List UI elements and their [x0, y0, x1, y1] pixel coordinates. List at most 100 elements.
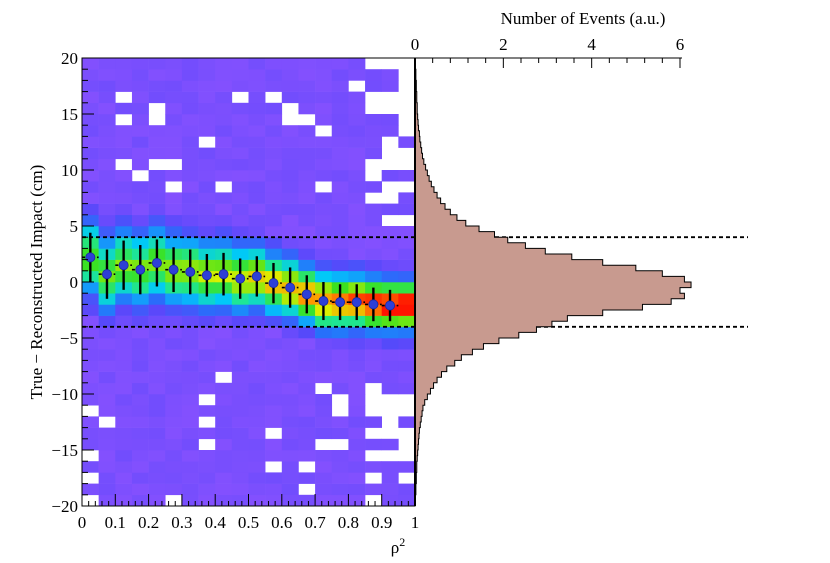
heatmap-cell — [398, 282, 415, 294]
heatmap-cell — [248, 226, 266, 238]
heatmap-cell — [265, 147, 283, 160]
heatmap-cell — [198, 494, 216, 506]
heatmap-cell — [82, 360, 99, 372]
heatmap-cell — [331, 326, 349, 339]
heatmap-cell — [198, 371, 216, 384]
heatmap-cell — [281, 315, 299, 328]
y-tick-label: −15 — [51, 441, 78, 460]
heatmap-cell — [298, 125, 316, 137]
heatmap-cell — [115, 349, 133, 361]
heatmap-cell — [231, 461, 249, 473]
heatmap-cell — [98, 405, 116, 417]
heatmap-cell — [98, 438, 116, 451]
heatmap-cell — [365, 315, 382, 328]
heatmap-cell — [315, 237, 333, 249]
heatmap-cell — [215, 125, 233, 137]
heatmap-cell — [215, 494, 233, 506]
heatmap-cell — [315, 360, 333, 372]
heatmap-cell — [181, 394, 199, 406]
heatmap-cell — [131, 427, 149, 440]
projection-tick-label: 6 — [676, 35, 685, 54]
heatmap-cell — [231, 80, 249, 92]
heatmap-cell — [281, 125, 299, 137]
heatmap-cell — [315, 494, 333, 506]
heatmap-cell — [148, 461, 166, 473]
heatmap-cell — [348, 237, 366, 249]
heatmap-cell — [348, 192, 366, 204]
heatmap-cell — [331, 158, 349, 171]
heatmap-cell — [215, 214, 233, 227]
heatmap-cell — [231, 494, 249, 506]
heatmap-cell — [131, 158, 149, 171]
heatmap-cell — [148, 58, 166, 70]
heatmap-cell — [131, 102, 149, 115]
heatmap-cell — [215, 427, 233, 440]
heatmap-cell — [315, 472, 333, 484]
heatmap-cell — [231, 427, 249, 440]
heatmap-cell — [82, 438, 99, 451]
heatmap-cell — [298, 326, 316, 339]
heatmap-cell — [381, 282, 399, 294]
heatmap-cell — [181, 102, 199, 115]
heatmap-cell — [131, 69, 149, 81]
heatmap-cell — [298, 349, 316, 361]
heatmap-cell — [198, 192, 216, 204]
heatmap-cell — [181, 405, 199, 417]
heatmap-cell — [348, 214, 366, 227]
heatmap-cell — [348, 438, 366, 451]
heatmap-cell — [131, 304, 149, 316]
heatmap-cell — [231, 394, 249, 406]
heatmap-cell — [298, 405, 316, 417]
x-axis-title: ρ2 — [391, 535, 405, 557]
heatmap-cell — [148, 326, 166, 339]
x-axis: 0 0.1 0.2 0.3 0.4 0.5 0.6 0.7 0.8 0.9 1 — [78, 494, 419, 532]
heatmap-cell — [98, 382, 116, 395]
heatmap-cell — [248, 91, 266, 104]
heatmap-cell — [315, 405, 333, 417]
heatmap-cell — [365, 438, 382, 451]
heatmap-cell — [231, 382, 249, 395]
profile-point — [235, 273, 246, 284]
heatmap-cell — [298, 259, 316, 272]
heatmap-cell — [231, 192, 249, 204]
heatmap-cell — [98, 147, 116, 160]
heatmap-cell — [381, 315, 399, 328]
heatmap-cell — [165, 326, 183, 339]
heatmap-cell — [82, 136, 99, 148]
heatmap-cell — [98, 102, 116, 115]
heatmap-cell — [82, 192, 99, 204]
heatmap-cell — [181, 203, 199, 216]
heatmap-cell — [82, 483, 99, 496]
heatmap-cell — [348, 394, 366, 406]
heatmap-cell — [348, 270, 366, 283]
heatmap-cell — [181, 58, 199, 70]
heatmap-cell — [265, 58, 283, 70]
heatmap-cell — [131, 438, 149, 451]
heatmap-cell — [181, 114, 199, 126]
heatmap-cell — [315, 315, 333, 328]
heatmap-cell — [148, 494, 166, 506]
heatmap-cell — [131, 80, 149, 92]
heatmap-cell — [331, 80, 349, 92]
heatmap-cell — [381, 382, 399, 395]
y-tick-label: 10 — [61, 161, 78, 180]
heatmap-cell — [248, 58, 266, 70]
heatmap-cell — [231, 58, 249, 70]
heatmap-cell — [165, 394, 183, 406]
heatmap-cell — [181, 349, 199, 361]
heatmap-cell — [331, 371, 349, 384]
heatmap-cell — [265, 203, 283, 216]
heatmap-cell — [115, 181, 133, 193]
heatmap-cell — [98, 338, 116, 350]
heatmap-cell — [331, 91, 349, 104]
heatmap-cell — [281, 394, 299, 406]
heatmap-cell — [165, 136, 183, 148]
heatmap-cell — [248, 125, 266, 137]
heatmap-cell — [82, 416, 99, 428]
heatmap-cell — [365, 114, 382, 126]
heatmap-cell — [148, 69, 166, 81]
heatmap-cell — [348, 158, 366, 171]
heatmap-cell — [181, 158, 199, 171]
heatmap-cell — [215, 102, 233, 115]
heatmap-cell — [398, 203, 415, 216]
